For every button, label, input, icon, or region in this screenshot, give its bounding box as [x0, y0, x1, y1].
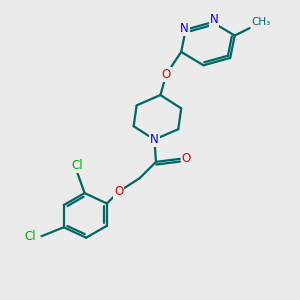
Text: Cl: Cl — [71, 159, 83, 172]
Text: N: N — [209, 13, 218, 26]
Text: CH₃: CH₃ — [251, 17, 270, 27]
Text: Cl: Cl — [25, 230, 36, 243]
Text: N: N — [180, 22, 189, 34]
Text: O: O — [162, 68, 171, 81]
Text: O: O — [182, 152, 191, 165]
Text: O: O — [114, 185, 123, 198]
Text: N: N — [150, 133, 159, 146]
